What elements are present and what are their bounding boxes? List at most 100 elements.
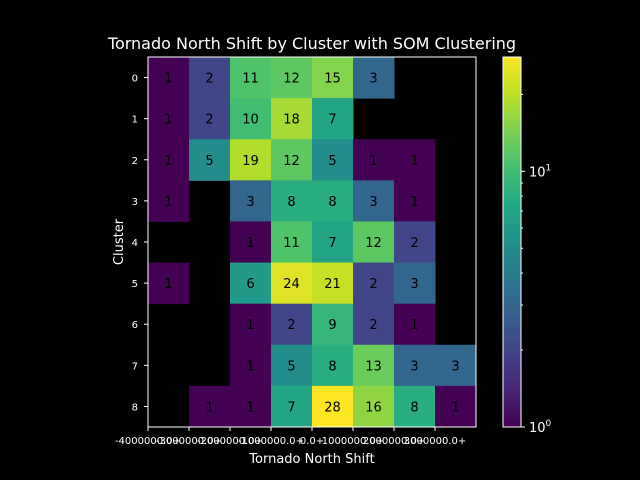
colorbar-tick-label: 101 xyxy=(529,163,551,180)
cell-value-label: 2 xyxy=(369,277,377,292)
cell-value-label: 3 xyxy=(451,359,459,374)
cell-value-label: 1 xyxy=(410,318,418,333)
y-axis-ticks: 0 1 2 3 4 5 6 7 8 xyxy=(132,74,148,413)
heatmap-cell xyxy=(148,98,190,140)
cell-value-label: 1 xyxy=(164,195,172,210)
heatmap-cell xyxy=(353,180,395,222)
heatmap-cell xyxy=(148,262,190,305)
cell-value-label: 8 xyxy=(328,359,336,374)
cell-value-label: 1 xyxy=(164,72,172,87)
heatmap-cell xyxy=(230,303,272,346)
cell-value-label: 15 xyxy=(324,72,341,87)
heatmap-cell xyxy=(353,385,395,428)
cell-value-label: 5 xyxy=(328,154,336,169)
cell-value-label: 3 xyxy=(410,277,418,292)
x-tick-label: 3000000.0+ xyxy=(404,436,466,447)
colorbar-frame xyxy=(502,56,522,428)
heatmap-cell xyxy=(312,262,354,305)
x-tick-label: 0.0+ xyxy=(300,436,324,447)
heatmap-cell xyxy=(189,385,231,428)
cell-value-label: 6 xyxy=(246,277,254,292)
cell-value-label: 1 xyxy=(205,400,213,415)
y-tick-label: 2 xyxy=(132,156,138,167)
y-tick-label: 6 xyxy=(132,320,138,331)
heatmap-cell xyxy=(271,221,313,264)
cell-value-label: 11 xyxy=(283,236,300,251)
heatmap-cell xyxy=(312,98,354,140)
cell-value-label: 12 xyxy=(283,154,300,169)
heatmap-cell xyxy=(353,344,395,387)
heatmap-cell xyxy=(353,221,395,264)
y-tick-label: 5 xyxy=(132,279,138,290)
heatmap-cell xyxy=(394,180,436,222)
x-tick-label: -4000000.0+ xyxy=(115,436,181,447)
heatmap-cell xyxy=(230,98,272,140)
x-tick-label: -3000000.0+ xyxy=(156,436,222,447)
heatmap-cell xyxy=(189,57,231,99)
cell-value-label: 1 xyxy=(369,154,377,169)
heatmap-cell xyxy=(312,180,354,222)
heatmap-cell xyxy=(394,303,436,346)
cell-value-label: 8 xyxy=(287,195,295,210)
heatmap-cell xyxy=(230,221,272,264)
cell-value-label: 5 xyxy=(205,154,213,169)
heatmap-cell xyxy=(271,385,313,428)
y-tick-label: 0 xyxy=(132,74,138,85)
x-tick-label: 1000000.0+ xyxy=(322,436,384,447)
cell-value-label: 1 xyxy=(246,318,254,333)
colorbar-gradient xyxy=(503,57,521,427)
cell-value-label: 2 xyxy=(410,236,418,251)
y-axis-label: Cluster xyxy=(112,218,127,265)
cell-value-label: 10 xyxy=(242,113,259,128)
cell-value-label: 16 xyxy=(365,400,382,415)
y-tick-label: 3 xyxy=(132,197,138,208)
heatmap-cell xyxy=(148,180,190,222)
heatmap-cell xyxy=(435,385,477,428)
heatmap-cell xyxy=(189,139,231,181)
cell-value-label: 7 xyxy=(328,236,336,251)
heatmap-cell xyxy=(312,221,354,264)
y-tick-label: 4 xyxy=(132,238,138,249)
cell-value-label: 8 xyxy=(410,400,418,415)
cell-value-label: 1 xyxy=(410,154,418,169)
colorbar: 100 101 xyxy=(502,56,552,436)
heatmap-cell xyxy=(230,139,272,181)
heatmap-cell xyxy=(148,139,190,181)
cell-value-label: 11 xyxy=(242,72,259,87)
cell-value-label: 28 xyxy=(324,400,341,415)
y-tick-label: 1 xyxy=(132,115,138,126)
cell-value-label: 18 xyxy=(283,113,300,128)
cell-value-label: 1 xyxy=(451,400,459,415)
heatmap-cell xyxy=(148,57,190,99)
heatmap-cell-labels: 1 2 11 12 15 31 2 10 18 71 5 19 12 5 1 11 3 8 8 3 11 11 7 12 21 6… xyxy=(164,72,459,416)
colorbar-tick-label: 100 xyxy=(529,419,552,436)
cell-value-label: 5 xyxy=(287,359,295,374)
heatmap-cell xyxy=(271,303,313,346)
cell-value-label: 1 xyxy=(246,236,254,251)
heatmap-cell xyxy=(312,57,354,99)
x-tick-label: -1000000.0+ xyxy=(238,436,304,447)
heatmap-cell xyxy=(353,262,395,305)
heatmap-cell xyxy=(353,139,395,181)
heatmap-cell xyxy=(230,344,272,387)
heatmap-cell xyxy=(394,344,436,387)
cell-value-label: 13 xyxy=(365,359,382,374)
heatmap-cell xyxy=(230,180,272,222)
cell-value-label: 2 xyxy=(205,72,213,87)
heatmap-cell xyxy=(394,221,436,264)
cell-value-label: 19 xyxy=(242,154,259,169)
heatmap-cell xyxy=(394,139,436,181)
cell-value-label: 12 xyxy=(283,72,300,87)
heatmap-cell xyxy=(312,385,354,428)
cell-value-label: 2 xyxy=(205,113,213,128)
heatmap-cell xyxy=(271,344,313,387)
heatmap-cell xyxy=(230,385,272,428)
heatmap-cell xyxy=(312,139,354,181)
cell-value-label: 3 xyxy=(410,359,418,374)
cell-value-label: 2 xyxy=(287,318,295,333)
cell-value-label: 7 xyxy=(287,400,295,415)
heatmap-cell xyxy=(271,139,313,181)
heatmap-cell xyxy=(394,385,436,428)
x-axis-ticks: -4000000.0+-3000000.0+-2000000.0+-100000… xyxy=(115,427,466,447)
heatmap-cell xyxy=(230,57,272,99)
